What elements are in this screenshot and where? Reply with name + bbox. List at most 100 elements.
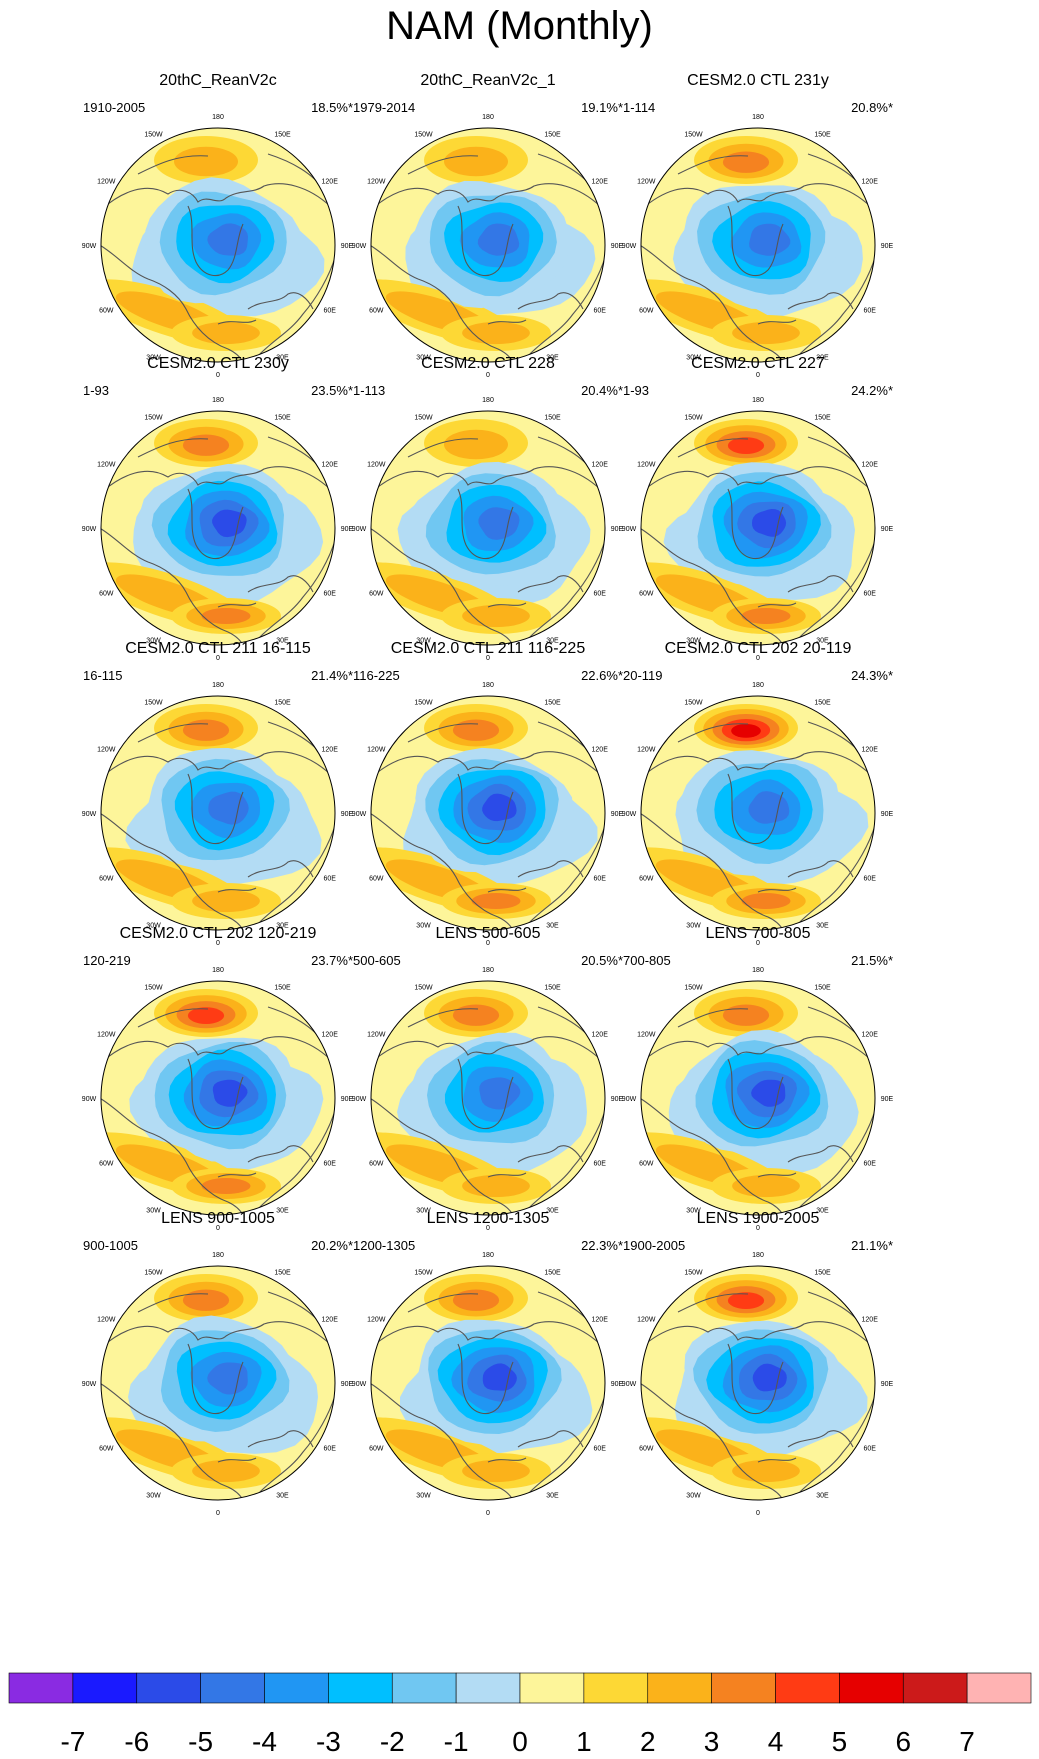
panel-title: 20thC_ReanV2c_1 — [420, 72, 556, 89]
lon-label: 90E — [881, 526, 894, 533]
lon-label: 0 — [756, 1225, 760, 1232]
lon-label: 120E — [322, 1317, 339, 1324]
coastlines — [371, 153, 605, 362]
lon-label: 90E — [611, 1381, 624, 1388]
lon-label: 60E — [863, 591, 876, 598]
contour-pacific-5 — [731, 724, 761, 738]
lon-label: 90E — [881, 243, 894, 250]
lon-label: 60E — [323, 1446, 336, 1453]
panel-title: LENS 1200-1305 — [426, 1210, 550, 1227]
lon-label: 90E — [611, 526, 624, 533]
panel-years: 1-113 — [353, 383, 386, 398]
lon-label: 60W — [639, 1446, 654, 1453]
colorbar-tick-label: -6 — [124, 1726, 149, 1756]
polar-map: 180 150E 120E 90E 60E 30E 0 30W 60W 90W 120W 150W — [352, 682, 624, 947]
polar-map: 180 150E 120E 90E 60E 30E 0 30W 60W 90W 120W 150W — [622, 1252, 894, 1517]
lon-label: 60W — [99, 591, 114, 598]
colorbar-bin — [328, 1672, 393, 1704]
map-boundary — [640, 695, 876, 931]
lon-label: 120W — [367, 1317, 386, 1324]
colorbar-tick-label: -4 — [252, 1726, 277, 1756]
lon-label: 180 — [752, 682, 764, 689]
coastlines — [641, 721, 875, 930]
lon-label: 120E — [862, 462, 879, 469]
lon-label: 150W — [144, 1269, 163, 1276]
map-panel: CESM2.0 CTL 202 20-119 20-119 24.3%* 180 150… — [608, 640, 908, 960]
coastlines — [641, 153, 875, 362]
lon-label: 60W — [639, 591, 654, 598]
lon-label: 180 — [212, 967, 224, 974]
panel-years: 120-219 — [83, 953, 131, 968]
colorbar-bin — [200, 1672, 265, 1704]
panel-variance: 24.3%* — [851, 668, 893, 683]
lon-label: 120E — [862, 1032, 879, 1039]
lon-label: 150E — [814, 984, 831, 991]
panel-title: LENS 500-605 — [435, 925, 541, 942]
lon-label: 120W — [637, 462, 656, 469]
panel-variance: 20.4%* — [581, 383, 623, 398]
contour-europe-3 — [471, 893, 521, 909]
contour-pacific-3 — [452, 719, 500, 741]
lon-label: 180 — [212, 114, 224, 121]
lon-label: 60E — [863, 308, 876, 315]
contour-arctic-5 — [207, 223, 248, 256]
panel-title: CESM2.0 CTL 211 116-225 — [390, 640, 586, 657]
lon-label: 150W — [414, 1269, 433, 1276]
coastlines — [641, 436, 875, 645]
lon-label: 120W — [367, 462, 386, 469]
map-panel: LENS 500-605 500-605 20.5%* 180 150E 120E 90E 6… — [338, 925, 638, 1245]
contour-europe-3 — [741, 608, 791, 624]
lon-label: 150E — [544, 414, 561, 421]
colorbar-tick-label: -2 — [380, 1726, 405, 1756]
lon-label: 30W — [416, 355, 431, 362]
colorbar-bin — [264, 1672, 329, 1704]
lon-label: 60E — [593, 591, 606, 598]
map-panel: CESM2.0 CTL 227 1-93 24.2%* 180 150E 120E 90E 6… — [608, 355, 908, 675]
map-boundary — [370, 127, 606, 363]
lon-label: 60E — [593, 308, 606, 315]
lon-label: 30E — [546, 1493, 559, 1500]
panel-variance: 20.8%* — [851, 100, 893, 115]
lon-label: 120W — [637, 1032, 656, 1039]
lon-label: 0 — [756, 655, 760, 662]
colorbar-bin — [711, 1672, 776, 1704]
map-boundary — [370, 410, 606, 646]
panel-variance: 21.1%* — [851, 1238, 893, 1253]
map-boundary — [100, 410, 336, 646]
lon-label: 30W — [146, 1493, 161, 1500]
lon-label: 30W — [416, 1208, 431, 1215]
lon-label: 30E — [276, 923, 289, 930]
panel-years: 1979-2014 — [353, 100, 416, 115]
panel-years: 1910-2005 — [83, 100, 146, 115]
contour-pacific-4 — [187, 1007, 225, 1024]
lon-label: 60E — [323, 1161, 336, 1168]
lon-label: 60W — [369, 591, 384, 598]
contour-pacific-2 — [174, 146, 238, 177]
lon-label: 150E — [814, 414, 831, 421]
lon-label: 150W — [414, 699, 433, 706]
panel-title: CESM2.0 CTL 202 120-219 — [119, 925, 317, 942]
lon-label: 30E — [816, 1493, 829, 1500]
lon-label: 30W — [686, 1208, 701, 1215]
panel-title: CESM2.0 CTL 227 — [691, 355, 825, 372]
map-boundary — [100, 127, 336, 363]
colorbar-bin — [966, 1672, 1032, 1704]
lon-label: 150W — [144, 414, 163, 421]
contour-pacific-4 — [727, 1292, 765, 1309]
lon-label: 120E — [592, 1317, 609, 1324]
lon-label: 60W — [99, 1161, 114, 1168]
coastlines — [371, 1006, 605, 1215]
contour-arctic-6 — [212, 1079, 248, 1107]
lon-label: 180 — [212, 682, 224, 689]
panel-variance: 21.5%* — [851, 953, 893, 968]
map-boundary — [100, 980, 336, 1216]
lon-label: 150E — [814, 699, 831, 706]
lon-label: 30W — [686, 638, 701, 645]
map-boundary — [100, 1265, 336, 1501]
lon-label: 0 — [756, 372, 760, 379]
lon-label: 90E — [881, 1096, 894, 1103]
lon-label: 120W — [367, 747, 386, 754]
polar-map: 180 150E 120E 90E 60E 30E 0 30W 60W 90W 120W 150W — [622, 682, 894, 947]
lon-label: 0 — [486, 1225, 490, 1232]
